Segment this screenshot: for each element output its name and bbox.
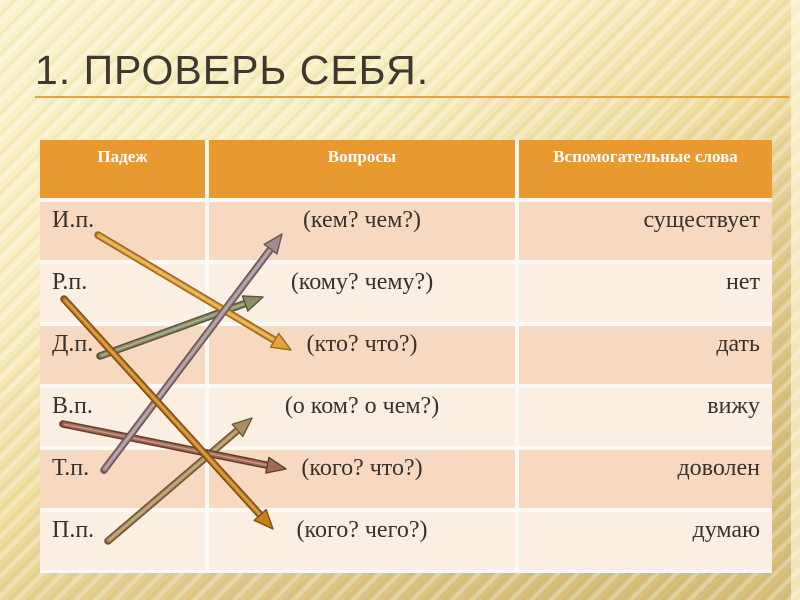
case-cell-row-2: Р.п. <box>40 264 205 322</box>
slide-title: 1. ПРОВЕРЬ СЕБЯ. <box>35 47 430 93</box>
header-cell-questions: Вопросы <box>209 140 515 198</box>
right-edge-highlight <box>791 0 800 600</box>
word-cell-row-5: доволен <box>519 450 772 508</box>
header-cell-case: Падеж <box>40 140 205 198</box>
case-table: Падеж Вопросы Вспомогательные слова И.п.… <box>40 140 772 573</box>
case-cell-row-5: Т.п. <box>40 450 205 508</box>
title-underline <box>35 96 789 98</box>
header-cell-aux-words: Вспомогательные слова <box>519 140 772 198</box>
question-cell-row-5: (кого? что?) <box>209 450 515 508</box>
question-cell-row-3: (кто? что?) <box>209 326 515 384</box>
question-cell-row-4: (о ком? о чем?) <box>209 388 515 446</box>
case-cell-row-1: И.п. <box>40 202 205 260</box>
question-cell-row-6: (кого? чего?) <box>209 512 515 570</box>
case-cell-row-6: П.п. <box>40 512 205 570</box>
question-cell-row-2: (кому? чему?) <box>209 264 515 322</box>
word-cell-row-3: дать <box>519 326 772 384</box>
word-cell-row-1: существует <box>519 202 772 260</box>
word-cell-row-6: думаю <box>519 512 772 570</box>
word-cell-row-2: нет <box>519 264 772 322</box>
case-cell-row-4: В.п. <box>40 388 205 446</box>
word-cell-row-4: вижу <box>519 388 772 446</box>
question-cell-row-1: (кем? чем?) <box>209 202 515 260</box>
case-cell-row-3: Д.п. <box>40 326 205 384</box>
